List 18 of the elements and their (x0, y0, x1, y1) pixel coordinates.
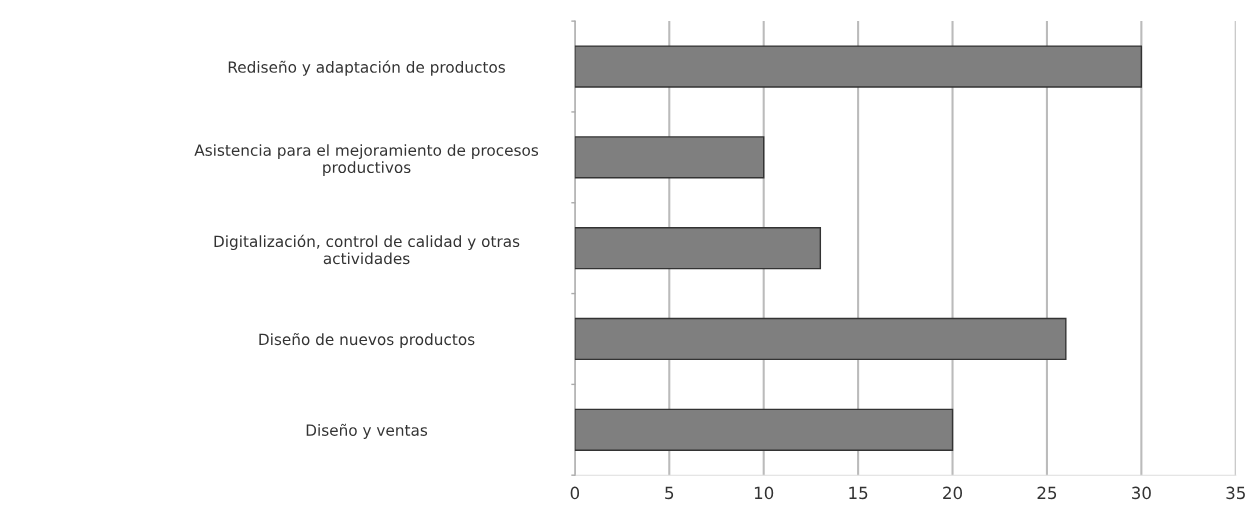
x-tick-label: 15 (849, 486, 868, 500)
x-tick-label: 35 (1226, 486, 1245, 500)
y-tick-label: Diseño de nuevos productos (259, 333, 475, 349)
bar (574, 227, 822, 270)
x-tick-label: 0 (570, 486, 580, 500)
x-tick-label: 5 (665, 486, 674, 500)
x-tick-label: 25 (1037, 486, 1057, 500)
x-tick-label: 20 (943, 486, 963, 500)
x-tick-label: 10 (754, 486, 774, 500)
bar (574, 45, 1143, 88)
y-tick-label: Diseño y ventas (306, 423, 428, 439)
bar (574, 408, 954, 451)
bar (574, 317, 1067, 361)
y-tick-label: Asistencia para el mejoramiento de procesos productivos (194, 144, 539, 177)
y-tick-label: Digitalización, control de calidad y otras actividades (214, 234, 520, 265)
x-tick-label: 30 (1132, 486, 1151, 500)
bar (574, 136, 765, 179)
y-tick-label: Rediseño y adaptación de productos (228, 60, 505, 76)
